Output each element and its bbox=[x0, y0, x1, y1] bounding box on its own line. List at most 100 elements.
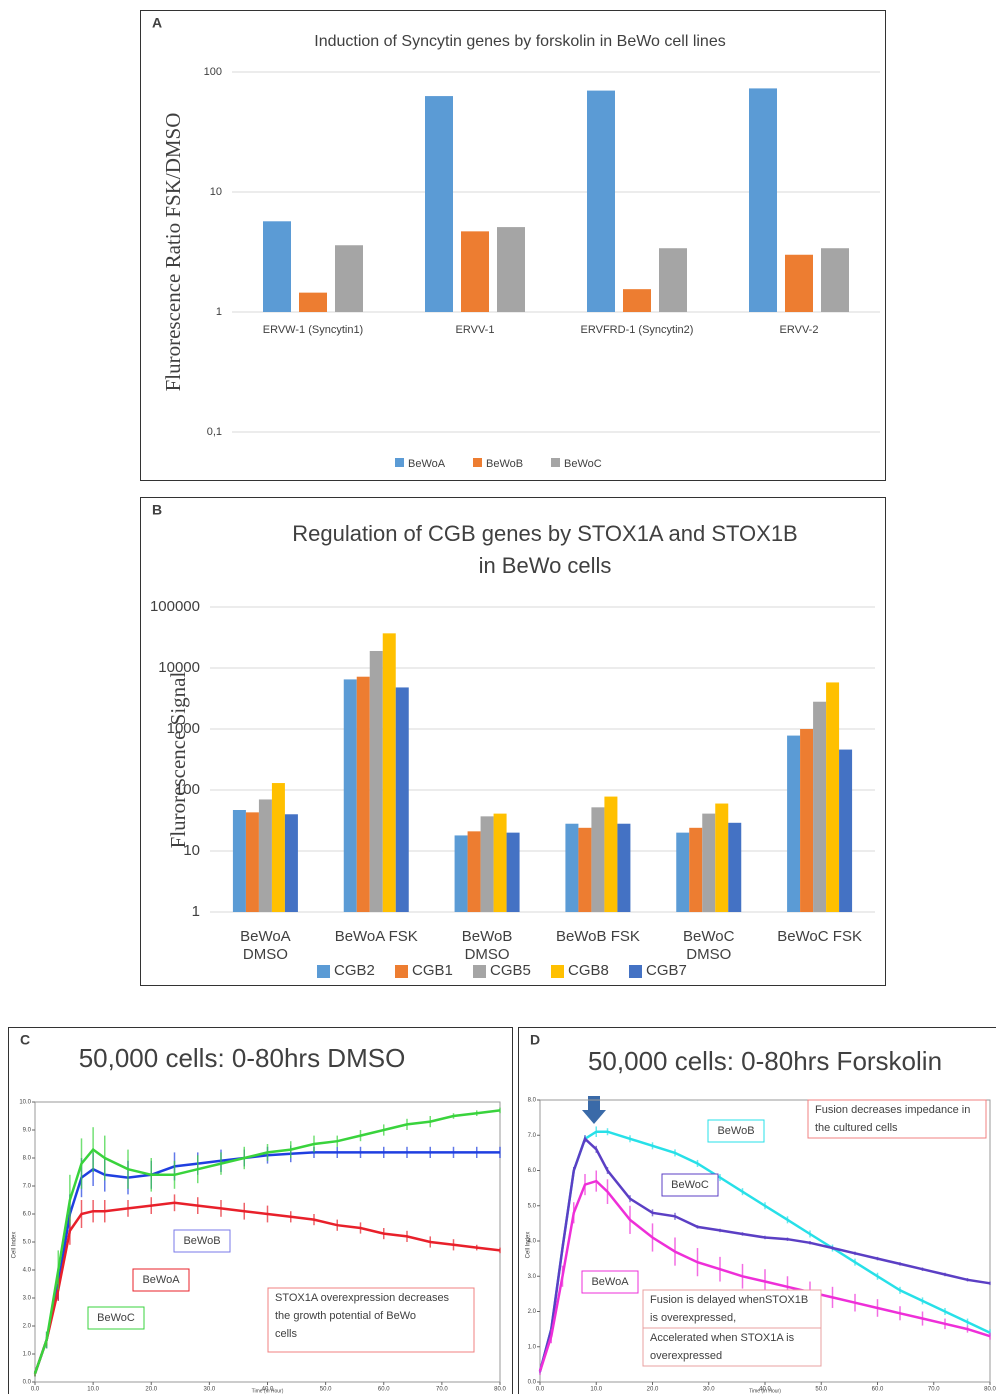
bar bbox=[497, 227, 525, 312]
x-tick-label: BeWoB FSK bbox=[556, 928, 640, 945]
panel-frame bbox=[140, 10, 886, 481]
bar bbox=[395, 687, 409, 912]
y-tick-label: 6.0 bbox=[528, 1168, 537, 1174]
legend-label: CGB7 bbox=[646, 962, 687, 979]
bar bbox=[461, 231, 489, 312]
y-tick-label: 1 bbox=[192, 903, 200, 920]
y-tick-label: 1 bbox=[216, 306, 222, 318]
y-tick-label: 7.0 bbox=[528, 1133, 537, 1139]
bar bbox=[787, 735, 801, 912]
y-tick-label: 4.0 bbox=[528, 1239, 537, 1245]
x-tick-label: ERVV-1 bbox=[456, 324, 495, 336]
annotation: BeWoB bbox=[183, 1235, 220, 1247]
bar bbox=[839, 749, 853, 912]
x-tick-label: 30.0 bbox=[204, 1387, 216, 1393]
x-tick-label: BeWoB bbox=[462, 928, 513, 945]
y-tick-label: 5.0 bbox=[23, 1240, 32, 1246]
y-tick-label: 7.0 bbox=[23, 1184, 32, 1190]
y-axis-label: Flurorescence Signal bbox=[166, 671, 190, 848]
legend-label: CGB2 bbox=[334, 962, 375, 979]
annotation-box bbox=[267, 1287, 475, 1353]
x-tick-label: 40.0 bbox=[759, 1387, 771, 1393]
bar bbox=[284, 814, 298, 912]
bar bbox=[749, 88, 777, 312]
bar bbox=[715, 803, 729, 912]
bar bbox=[454, 835, 468, 912]
panel-frame bbox=[518, 1027, 996, 1394]
bar bbox=[800, 729, 814, 912]
panel-label: A bbox=[152, 15, 162, 31]
legend-swatch bbox=[395, 965, 408, 978]
annotation-box bbox=[132, 1268, 190, 1292]
x-tick-label: 20.0 bbox=[647, 1387, 659, 1393]
annotation-box bbox=[173, 1229, 231, 1253]
x-tick-label: BeWoA bbox=[240, 928, 291, 945]
y-tick-label: 1.0 bbox=[23, 1352, 32, 1358]
annotation-box bbox=[661, 1173, 719, 1197]
annotation: BeWoA bbox=[142, 1274, 180, 1286]
x-tick-label: 70.0 bbox=[436, 1387, 448, 1393]
bar bbox=[299, 292, 327, 312]
bar bbox=[493, 813, 507, 912]
y-tick-label: 100000 bbox=[150, 598, 200, 615]
bar bbox=[369, 650, 383, 912]
x-tick-label: 10.0 bbox=[87, 1387, 99, 1393]
y-tick-label: 8.0 bbox=[528, 1098, 537, 1104]
annotation: the cultured cells bbox=[815, 1122, 898, 1134]
arrow bbox=[582, 1096, 606, 1124]
legend-swatch bbox=[551, 458, 560, 467]
bar bbox=[821, 248, 849, 312]
y-tick-label: 5.0 bbox=[528, 1203, 537, 1209]
annotation: BeWoB bbox=[717, 1125, 754, 1137]
legend-label: CGB1 bbox=[412, 962, 453, 979]
y-tick-label: 2.0 bbox=[23, 1324, 32, 1330]
y-tick-label: 9.0 bbox=[23, 1128, 32, 1134]
chart-title: 50,000 cells: 0-80hrs DMSO bbox=[79, 1043, 406, 1073]
bar bbox=[232, 810, 246, 912]
x-tick-label: ERVW-1 (Syncytin1) bbox=[263, 324, 363, 336]
y-tick-label: 6.0 bbox=[23, 1212, 32, 1218]
legend-label: CGB5 bbox=[490, 962, 531, 979]
annotation: is overexpressed, bbox=[650, 1312, 736, 1324]
annotation: Fusion is delayed whenSTOX1B bbox=[650, 1294, 808, 1306]
x-tick-label: DMSO bbox=[465, 946, 510, 963]
series-line bbox=[538, 1179, 991, 1372]
x-tick-label: BeWoC FSK bbox=[777, 928, 862, 945]
x-tick-label: ERVFRD-1 (Syncytin2) bbox=[581, 324, 694, 336]
y-tick-label: 3.0 bbox=[23, 1296, 32, 1302]
x-axis-label: Time (in Hour) bbox=[749, 1388, 781, 1394]
y-tick-label: 4.0 bbox=[23, 1268, 32, 1274]
legend-swatch bbox=[395, 458, 404, 467]
annotation: Fusion decreases impedance in bbox=[815, 1104, 970, 1116]
bar bbox=[785, 254, 813, 312]
legend-swatch bbox=[317, 965, 330, 978]
x-tick-label: 80.0 bbox=[984, 1387, 996, 1393]
x-tick-label: 30.0 bbox=[703, 1387, 715, 1393]
annotation: BeWoA bbox=[591, 1276, 629, 1288]
x-tick-label: 10.0 bbox=[590, 1387, 602, 1393]
x-tick-label: DMSO bbox=[686, 946, 731, 963]
y-axis-label: Cell Index bbox=[12, 1232, 18, 1259]
x-tick-label: 60.0 bbox=[378, 1387, 390, 1393]
chart-title: Regulation of CGB genes by STOX1A and ST… bbox=[292, 521, 797, 546]
x-tick-label: BeWoC bbox=[683, 928, 735, 945]
bar bbox=[258, 799, 272, 912]
panel-label: C bbox=[20, 1032, 30, 1048]
y-tick-label: 3.0 bbox=[528, 1274, 537, 1280]
bar bbox=[813, 701, 827, 912]
bar bbox=[676, 832, 690, 912]
x-tick-label: 20.0 bbox=[145, 1387, 157, 1393]
x-tick-label: 40.0 bbox=[262, 1387, 274, 1393]
y-tick-label: 10 bbox=[210, 186, 222, 198]
y-tick-label: 10000 bbox=[158, 659, 200, 676]
x-tick-label: DMSO bbox=[243, 946, 288, 963]
legend-swatch bbox=[551, 965, 564, 978]
bar bbox=[617, 823, 631, 912]
chart-title: Induction of Syncytin genes by forskolin… bbox=[314, 33, 725, 50]
annotation-box bbox=[642, 1327, 822, 1367]
y-tick-label: 100 bbox=[175, 781, 200, 798]
y-tick-label: 10 bbox=[183, 842, 200, 859]
legend-swatch bbox=[473, 458, 482, 467]
y-axis-label: Flurorescence Ratio FSK/DMSO bbox=[161, 113, 185, 392]
panel-label: B bbox=[152, 502, 162, 518]
